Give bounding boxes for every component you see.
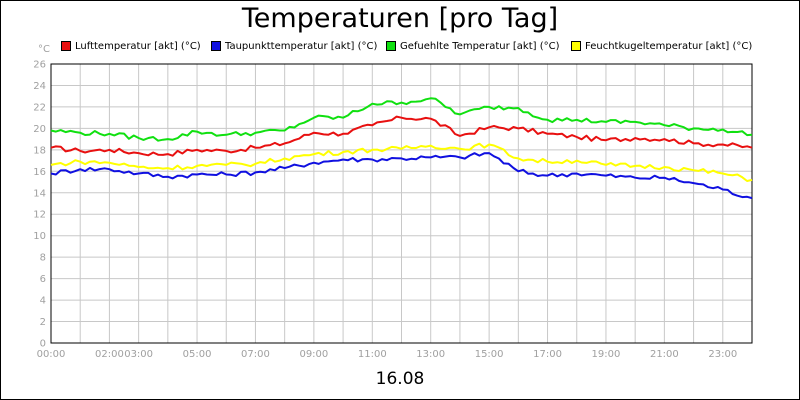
y-tick-label: 6 — [40, 274, 46, 285]
legend-swatch-feuchtkugeltemperatur — [571, 41, 581, 51]
y-tick-label: 2 — [40, 317, 46, 328]
legend-swatch-taupunkttemperatur — [211, 41, 221, 51]
series-line-1 — [50, 152, 753, 200]
legend-item-gefuehlte-temperatur: Gefuehlte Temperatur [akt] (°C) — [386, 39, 559, 53]
y-tick-label: 18 — [33, 145, 46, 156]
y-tick-label: 10 — [33, 231, 46, 242]
y-tick-label: 16 — [33, 167, 46, 178]
x-tick-label: 00:00 — [37, 349, 66, 360]
y-tick-label: 26 — [33, 60, 46, 71]
y-tick-label: 4 — [40, 296, 46, 307]
y-tick-label: 22 — [33, 102, 46, 113]
x-tick-label: 02:00 — [95, 349, 124, 360]
legend-swatch-gefuehlte-temperatur — [386, 41, 396, 51]
x-tick-label: 15:00 — [475, 349, 504, 360]
x-tick-label: 19:00 — [592, 349, 621, 360]
x-tick-label: 07:00 — [241, 349, 270, 360]
y-tick-label: 14 — [33, 188, 46, 199]
legend-label-feuchtkugeltemperatur: Feuchtkugeltemperatur [akt] (°C) — [585, 40, 753, 52]
legend-item-taupunkttemperatur: Taupunkttemperatur [akt] (°C) — [211, 39, 377, 53]
x-tick-label: 09:00 — [299, 349, 328, 360]
legend-item-feuchtkugeltemperatur: Feuchtkugeltemperatur [akt] (°C) — [571, 39, 752, 53]
legend-label-lufttemperatur: Lufttemperatur [akt] (°C) — [75, 40, 201, 52]
plot-border — [50, 63, 753, 344]
y-tick-label: 20 — [33, 124, 46, 135]
y-axis-unit: °C — [38, 44, 50, 55]
legend-item-lufttemperatur: Lufttemperatur [akt] (°C) — [61, 39, 201, 53]
x-tick-label: 03:00 — [124, 349, 153, 360]
series-line-0 — [50, 115, 753, 157]
y-tick-label: 12 — [33, 210, 46, 221]
series-line-3 — [50, 142, 753, 182]
y-tick-label: 8 — [40, 253, 46, 264]
y-tick-label: 0 — [40, 339, 46, 350]
legend-label-gefuehlte-temperatur: Gefuehlte Temperatur [akt] (°C) — [400, 40, 560, 52]
x-tick-label: 23:00 — [708, 349, 737, 360]
x-tick-label: 11:00 — [358, 349, 387, 360]
x-tick-label: 13:00 — [416, 349, 445, 360]
legend-swatch-lufttemperatur — [61, 41, 71, 51]
x-axis-caption: 16.08 — [375, 369, 425, 389]
x-tick-label: 21:00 — [650, 349, 679, 360]
x-tick-label: 17:00 — [533, 349, 562, 360]
legend-label-taupunkttemperatur: Taupunkttemperatur [akt] (°C) — [225, 40, 378, 52]
series-line-2 — [50, 97, 753, 142]
x-tick-label: 05:00 — [183, 349, 212, 360]
y-tick-label: 24 — [33, 81, 46, 92]
chart-title: Temperaturen [pro Tag] — [241, 3, 559, 34]
